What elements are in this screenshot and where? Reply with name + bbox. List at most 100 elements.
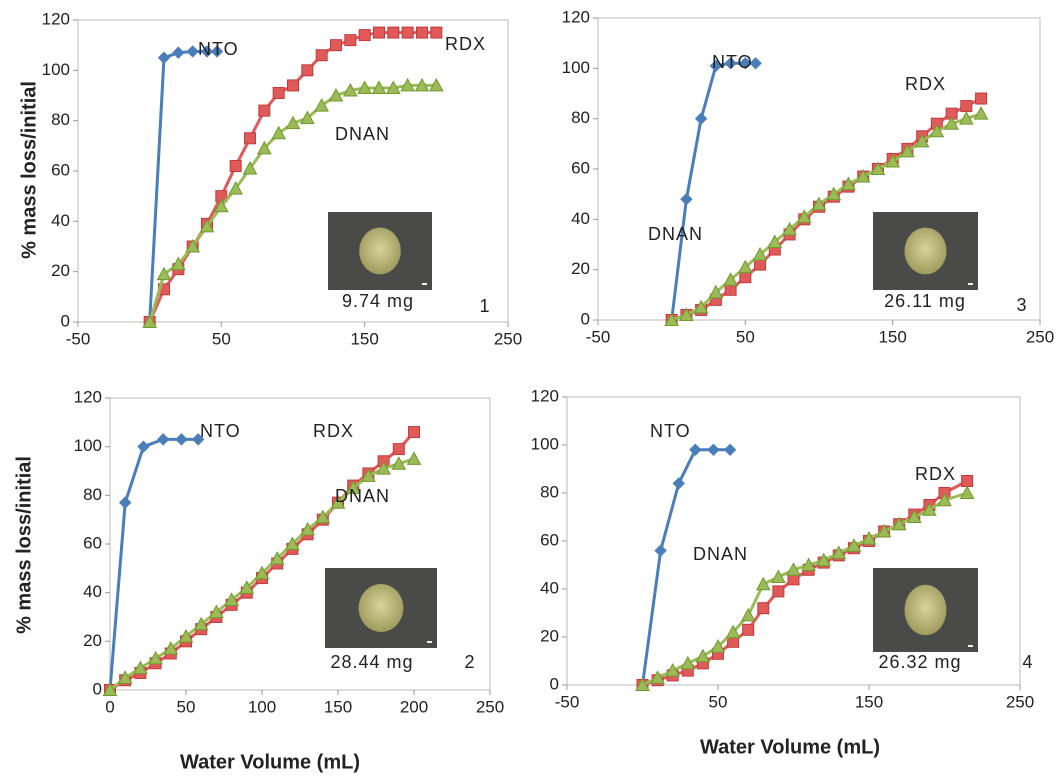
marker [723,443,737,457]
photo-sample [358,584,404,632]
marker [771,569,786,583]
y-tick-label: 100 [562,58,590,77]
marker [300,521,315,536]
x-tick-label: 250 [494,329,522,348]
marker [269,551,285,565]
y-tick-label: 0 [550,674,559,693]
marker [330,39,342,52]
series-label: RDX [915,464,956,484]
marker [199,218,215,233]
marker [922,502,937,516]
marker [357,80,373,94]
marker [330,495,346,509]
annotation: 9.74 mg [342,291,414,311]
y-tick-label: 80 [83,485,102,504]
marker [737,259,753,274]
x-axis-title: Water Volume (mL) [180,751,360,773]
marker [752,247,768,261]
marker [392,443,405,456]
marker [635,677,650,691]
marker [755,576,771,591]
plot-frame [77,19,509,323]
marker [186,45,199,58]
marker [831,545,847,559]
marker [710,639,726,653]
x-axis-title: Water Volume (mL) [700,736,880,758]
marker [117,670,133,684]
marker [373,26,385,39]
marker [328,87,344,102]
marker [400,77,416,92]
series-line [108,437,199,691]
y-axis-title: % mass loss/initial [13,456,35,634]
marker [689,443,702,457]
marker [973,106,989,120]
y-tick-label: 100 [531,434,559,453]
marker [376,461,391,475]
marker [213,198,229,213]
marker [414,77,430,92]
marker [163,641,179,655]
marker [891,516,907,531]
marker [665,663,681,677]
series-label: DNAN [648,224,703,244]
series-label: RDX [905,74,946,94]
marker [142,314,158,328]
x-tick-label: 50 [177,697,196,716]
marker [782,221,797,236]
y-tick-label: 0 [61,311,70,330]
photo-sample [904,227,947,275]
x-tick-label: 100 [248,697,276,716]
marker [724,283,737,296]
marker [958,111,974,125]
x-tick-label: 150 [350,329,378,348]
marker [906,509,922,523]
x-tick-label: 50 [736,327,755,346]
y-tick-label: 80 [540,482,559,501]
marker [826,186,842,201]
y-tick-label: 120 [562,7,590,26]
annotation: 3 [1016,295,1027,315]
y-tick-label: 80 [571,108,590,127]
annotation: 4 [1022,652,1033,672]
marker [193,616,209,631]
x-tick-label: 150 [878,327,906,346]
y-tick-label: 20 [540,626,559,645]
x-tick-label: 50 [212,329,231,348]
marker [855,169,871,183]
marker [724,57,737,70]
marker [315,49,328,62]
marker [228,181,244,195]
marker [708,284,724,299]
marker [959,485,975,499]
marker [172,46,185,59]
marker [287,79,299,92]
marker [102,682,118,696]
panel: 0 20 40 60 80 100 120 -50 50 150 250 NTO RDX DNAN 26.1… [562,7,1055,346]
marker [742,623,755,636]
marker [358,29,371,42]
marker [157,51,171,64]
y-tick-label: 40 [540,578,559,597]
marker [740,607,756,622]
marker [391,456,407,470]
marker [301,64,314,77]
marker [156,266,172,281]
marker [148,650,163,665]
marker [876,523,892,538]
marker [900,143,915,158]
marker [929,123,945,138]
marker [796,209,812,223]
marker [408,426,420,439]
marker [739,57,752,70]
marker [175,433,188,446]
photo-scale [427,641,432,643]
marker [285,115,301,130]
y-tick-label: 60 [571,158,590,177]
marker [841,176,856,191]
y-tick-label: 20 [83,631,102,650]
marker [185,238,201,253]
marker [801,557,816,571]
series-line [148,49,218,323]
marker [210,45,224,58]
